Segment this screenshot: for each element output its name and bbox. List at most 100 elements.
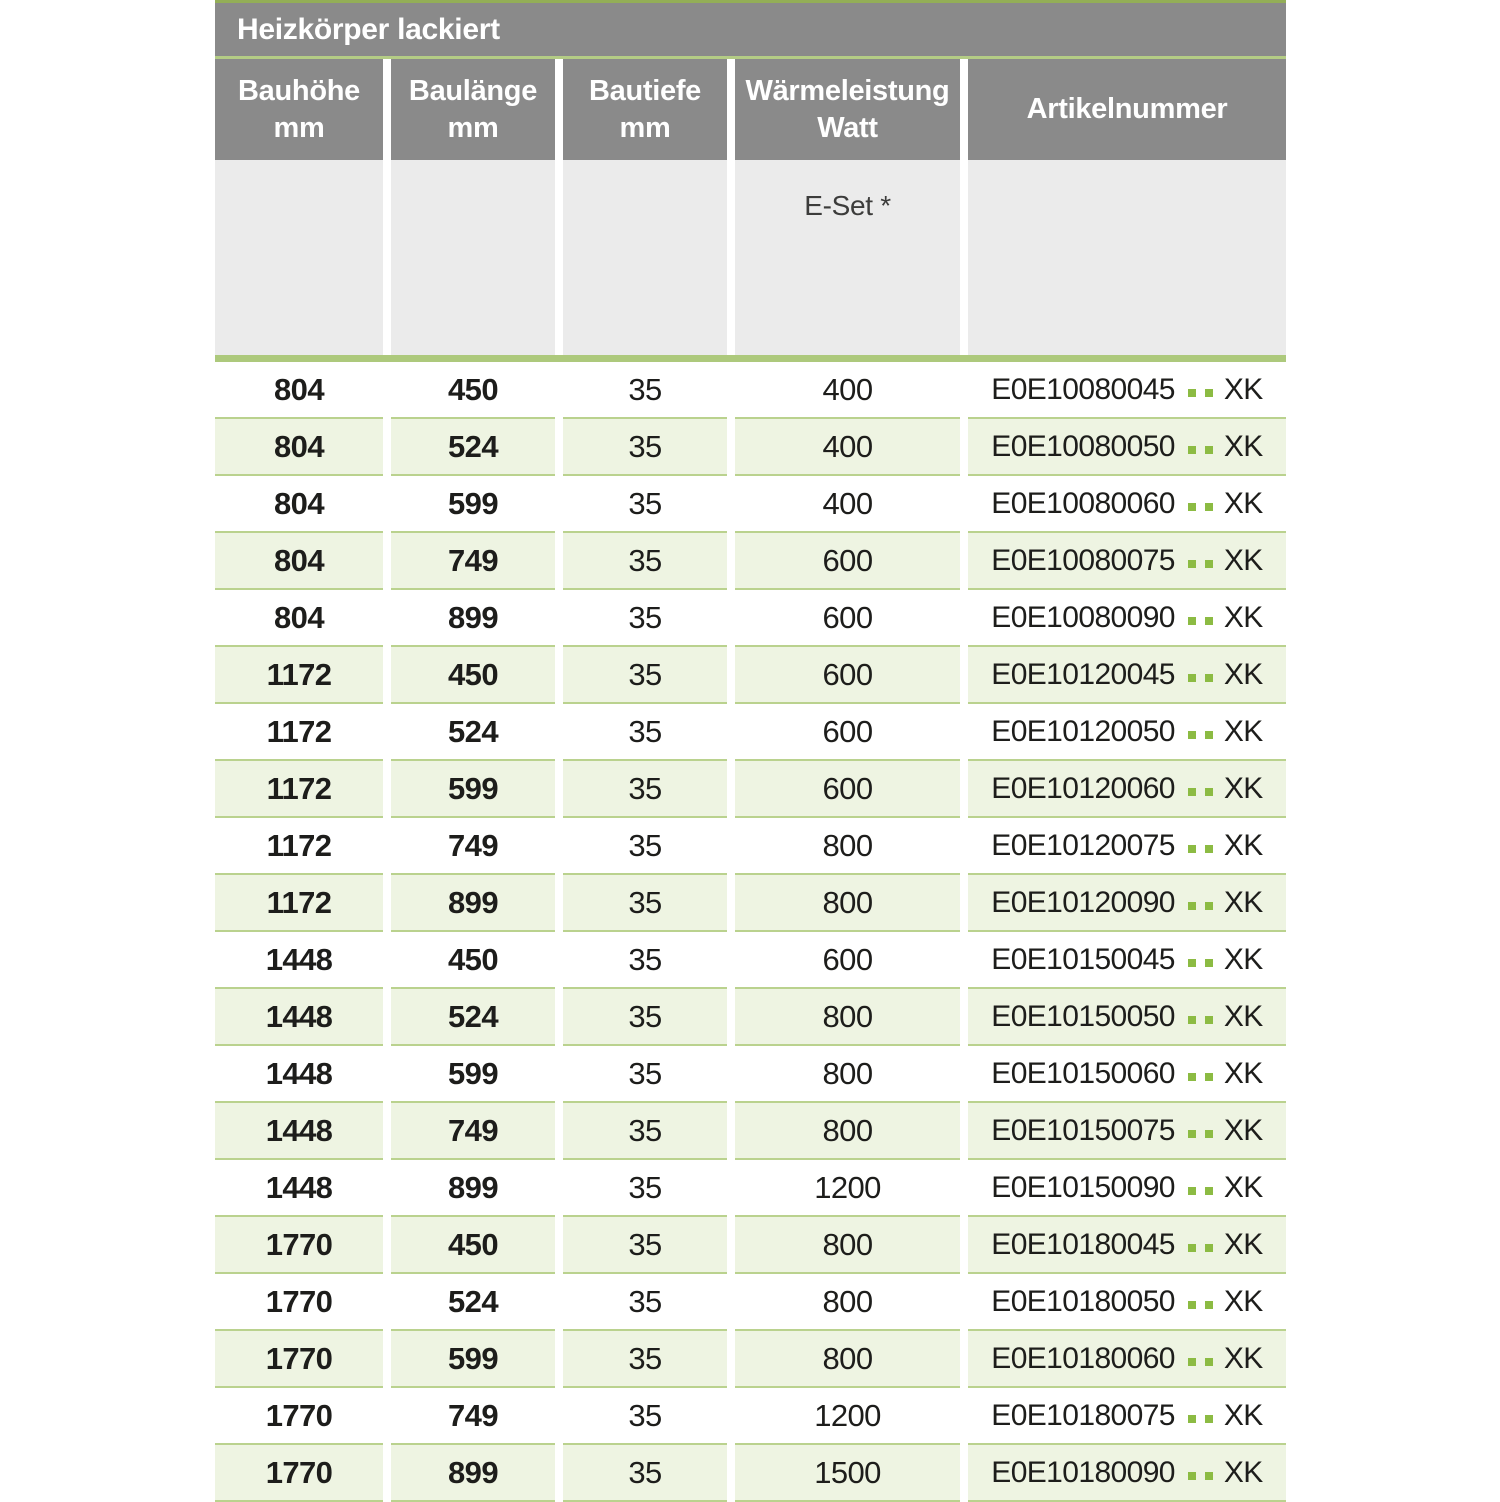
cell-artikelnummer: E0E10120075 XK: [968, 818, 1286, 875]
cell-baulaenge: 524: [391, 704, 555, 761]
artikelnummer-text: E0E10120090: [991, 886, 1175, 919]
column-header-line1: Bauhöhe: [238, 74, 360, 107]
cell-watt: 600: [735, 590, 960, 647]
column-header-line1: Wärmeleistung: [745, 74, 950, 107]
artikelnummer-text: E0E10080090: [991, 601, 1175, 634]
table-row: 1448 599 35 800 E0E10150060 XK: [215, 1046, 1286, 1103]
digit-placeholder-dot-icon: [1204, 1016, 1213, 1024]
cell-bauhoehe: 1770: [215, 1388, 383, 1445]
cell-watt: 800: [735, 1217, 960, 1274]
cell-bautiefe: 35: [563, 1160, 727, 1217]
cell-bautiefe: 35: [563, 989, 727, 1046]
column-header-line1: Artikelnummer: [1026, 93, 1228, 125]
cell-baulaenge: 599: [391, 1046, 555, 1103]
digit-placeholder-dot-icon: [1204, 1187, 1213, 1195]
artikelnummer-text: E0E10120045: [991, 658, 1175, 691]
cell-baulaenge: 899: [391, 1160, 555, 1217]
cell-artikelnummer: E0E10120060 XK: [968, 761, 1286, 818]
digit-placeholder-dot-icon: [1204, 446, 1213, 454]
artikelnummer-suffix: XK: [1223, 1114, 1263, 1147]
cell-watt: 600: [735, 533, 960, 590]
cell-baulaenge: 450: [391, 1217, 555, 1274]
cell-bauhoehe: 1172: [215, 647, 383, 704]
eset-note: E-Set *: [804, 190, 891, 221]
cell-bauhoehe: 804: [215, 362, 383, 419]
cell-bautiefe: 35: [563, 1445, 727, 1502]
cell-bauhoehe: 1448: [215, 932, 383, 989]
artikelnummer-text: E0E10080060: [991, 487, 1175, 520]
cell-baulaenge: 524: [391, 989, 555, 1046]
digit-placeholder-dot-icon: [1204, 503, 1213, 511]
column-header-baulaenge: Baulänge mm: [391, 59, 555, 160]
cell-bautiefe: 35: [563, 362, 727, 419]
table-row: 1448 749 35 800 E0E10150075 XK: [215, 1103, 1286, 1160]
cell-artikelnummer: E0E10180050 XK: [968, 1274, 1286, 1331]
cell-artikelnummer: E0E10150090 XK: [968, 1160, 1286, 1217]
digit-placeholder-dot-icon: [1204, 674, 1213, 682]
table-row: 1770 749 35 1200 E0E10180075 XK: [215, 1388, 1286, 1445]
artikelnummer-suffix: XK: [1223, 1228, 1263, 1261]
digit-placeholder-dot-icon: [1204, 560, 1213, 568]
cell-bauhoehe: 1172: [215, 704, 383, 761]
cell-bautiefe: 35: [563, 1217, 727, 1274]
cell-bautiefe: 35: [563, 590, 727, 647]
digit-placeholder-dot-icon: [1187, 560, 1196, 568]
cell-watt: 800: [735, 875, 960, 932]
cell-watt: 800: [735, 1274, 960, 1331]
cell-bauhoehe: 1770: [215, 1445, 383, 1502]
table-row: 1770 524 35 800 E0E10180050 XK: [215, 1274, 1286, 1331]
artikelnummer-text: E0E10150045: [991, 943, 1175, 976]
top-accent-line: [215, 0, 1286, 3]
cell-artikelnummer: E0E10120050 XK: [968, 704, 1286, 761]
artikelnummer-suffix: XK: [1223, 1171, 1263, 1204]
artikelnummer-text: E0E10180090: [991, 1456, 1175, 1489]
cell-bauhoehe: 1448: [215, 989, 383, 1046]
digit-placeholder-dot-icon: [1187, 1244, 1196, 1252]
artikelnummer-suffix: XK: [1223, 1456, 1263, 1489]
digit-placeholder-dot-icon: [1187, 617, 1196, 625]
cell-bautiefe: 35: [563, 932, 727, 989]
cell-watt: 400: [735, 362, 960, 419]
digit-placeholder-dot-icon: [1204, 1301, 1213, 1309]
digit-placeholder-dot-icon: [1204, 1073, 1213, 1081]
artikelnummer-suffix: XK: [1223, 430, 1263, 463]
digit-placeholder-dot-icon: [1187, 1130, 1196, 1138]
artikelnummer-text: E0E10150090: [991, 1171, 1175, 1204]
column-header-artikelnummer: Artikelnummer: [968, 59, 1286, 160]
cell-artikelnummer: E0E10150060 XK: [968, 1046, 1286, 1103]
artikelnummer-suffix: XK: [1223, 829, 1263, 862]
cell-baulaenge: 599: [391, 761, 555, 818]
table-body: 804 450 35 400 E0E10080045 XK 804 524 35 400 E0E10…: [215, 362, 1286, 1502]
digit-placeholder-dot-icon: [1204, 959, 1213, 967]
table-row: 1448 450 35 600 E0E10150045 XK: [215, 932, 1286, 989]
cell-artikelnummer: E0E10080090 XK: [968, 590, 1286, 647]
table-row: 804 524 35 400 E0E10080050 XK: [215, 419, 1286, 476]
table-row: 804 450 35 400 E0E10080045 XK: [215, 362, 1286, 419]
table-row: 1770 450 35 800 E0E10180045 XK: [215, 1217, 1286, 1274]
digit-placeholder-dot-icon: [1187, 788, 1196, 796]
cell-bautiefe: 35: [563, 1103, 727, 1160]
cell-watt: 800: [735, 818, 960, 875]
cell-watt: 400: [735, 476, 960, 533]
artikelnummer-text: E0E10150060: [991, 1057, 1175, 1090]
cell-baulaenge: 450: [391, 362, 555, 419]
cell-watt: 800: [735, 1103, 960, 1160]
table-row: 1172 524 35 600 E0E10120050 XK: [215, 704, 1286, 761]
cell-watt: 600: [735, 761, 960, 818]
cell-watt: 1200: [735, 1160, 960, 1217]
cell-bautiefe: 35: [563, 761, 727, 818]
table-row: 1172 599 35 600 E0E10120060 XK: [215, 761, 1286, 818]
artikelnummer-suffix: XK: [1223, 658, 1263, 691]
cell-artikelnummer: E0E10150045 XK: [968, 932, 1286, 989]
artikelnummer-text: E0E10080050: [991, 430, 1175, 463]
artikelnummer-suffix: XK: [1223, 1399, 1263, 1432]
digit-placeholder-dot-icon: [1204, 617, 1213, 625]
digit-placeholder-dot-icon: [1204, 902, 1213, 910]
digit-placeholder-dot-icon: [1187, 1301, 1196, 1309]
product-spec-table: Heizkörper lackiert Bauhöhe mm Baulänge …: [215, 0, 1286, 1502]
digit-placeholder-dot-icon: [1204, 845, 1213, 853]
table-row: 804 749 35 600 E0E10080075 XK: [215, 533, 1286, 590]
cell-bauhoehe: 1172: [215, 761, 383, 818]
cell-bauhoehe: 804: [215, 533, 383, 590]
column-header-bauhoehe: Bauhöhe mm: [215, 59, 383, 160]
